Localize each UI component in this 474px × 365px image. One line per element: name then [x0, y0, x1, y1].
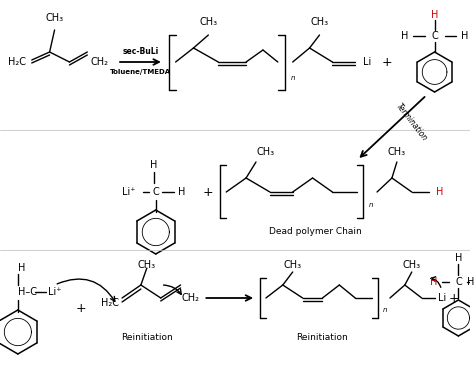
Text: CH₃: CH₃ — [388, 147, 406, 157]
Text: H₂C: H₂C — [101, 298, 119, 308]
Text: Dead polymer Chain: Dead polymer Chain — [269, 227, 362, 237]
Text: H: H — [401, 31, 409, 41]
Text: H: H — [150, 160, 157, 170]
Text: CH₃: CH₃ — [199, 17, 218, 27]
Text: C: C — [431, 31, 438, 41]
Text: C: C — [455, 277, 462, 287]
Text: CH₃: CH₃ — [283, 260, 302, 270]
Text: CH₃: CH₃ — [46, 13, 64, 23]
Text: Reinitiation: Reinitiation — [297, 334, 348, 342]
Text: H: H — [436, 187, 443, 197]
Text: H: H — [431, 10, 438, 20]
Text: n: n — [383, 307, 387, 313]
Text: sec-BuLi: sec-BuLi — [123, 47, 159, 57]
Text: +: + — [382, 55, 392, 69]
Text: Li⁺: Li⁺ — [48, 287, 61, 297]
Text: H: H — [18, 263, 26, 273]
Text: H₂C: H₂C — [8, 57, 26, 67]
Text: CH₃: CH₃ — [257, 147, 275, 157]
Text: CH₃: CH₃ — [403, 260, 421, 270]
Text: +: + — [203, 185, 214, 199]
Text: Toluene/TMEDA: Toluene/TMEDA — [110, 69, 172, 75]
Text: CH₂: CH₂ — [182, 293, 200, 303]
Text: Li: Li — [363, 57, 371, 67]
Text: H: H — [466, 277, 474, 287]
Text: +: + — [76, 301, 87, 315]
Text: n: n — [369, 202, 374, 208]
Text: n: n — [291, 75, 295, 81]
Text: C: C — [153, 187, 159, 197]
Text: Termination: Termination — [394, 101, 429, 143]
Text: CH₃: CH₃ — [310, 17, 328, 27]
Text: +: + — [449, 292, 460, 304]
Text: H–C: H–C — [18, 287, 37, 297]
Text: H: H — [455, 253, 462, 263]
Text: H: H — [461, 31, 468, 41]
Text: Reinitiation: Reinitiation — [121, 334, 173, 342]
Text: H: H — [178, 187, 185, 197]
Text: H: H — [430, 277, 438, 287]
Text: CH₂: CH₂ — [90, 57, 108, 67]
Text: CH₃: CH₃ — [138, 260, 156, 270]
Text: Li: Li — [438, 293, 447, 303]
Text: Li⁺: Li⁺ — [122, 187, 136, 197]
